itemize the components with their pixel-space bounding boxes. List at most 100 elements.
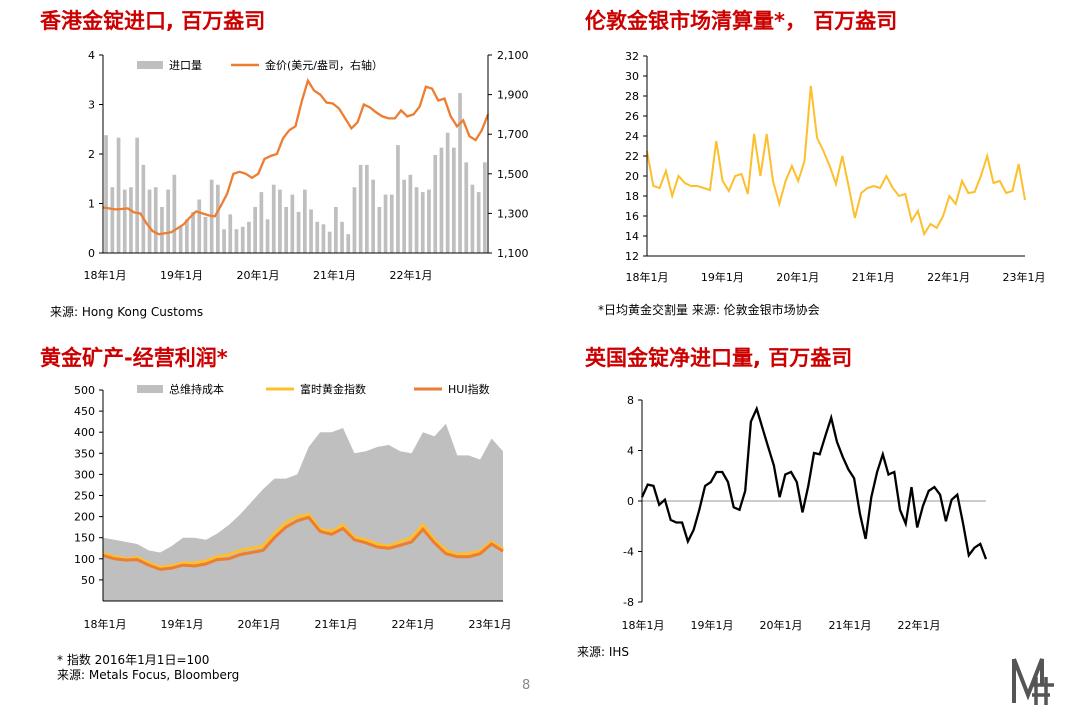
import-bar (427, 189, 431, 253)
legend-label-ftse: 富时黄金指数 (300, 382, 366, 396)
c3-tick-label: 350 (74, 447, 95, 460)
c4-x-tick-label: 18年1月 (622, 618, 665, 632)
legend-label-aisc: 总维持成本 (169, 382, 224, 396)
c1-left-tick-label: 3 (88, 99, 95, 112)
c3-tick-label: 450 (74, 405, 95, 418)
import-bar (445, 132, 450, 253)
c1-right-tick-label: 1,700 (497, 128, 529, 141)
chart3-source: 来源: Metals Focus, Bloomberg (57, 668, 240, 682)
ftse-gold-line (102, 512, 504, 569)
mf-logo-icon (1010, 655, 1060, 711)
import-bar (104, 135, 108, 253)
c1-right-tick-label: 1,100 (497, 247, 529, 260)
gold-price-line (102, 77, 490, 236)
c2-tick-label: 32 (625, 50, 639, 63)
import-bar (464, 162, 469, 253)
legend-swatch-aisc (137, 385, 163, 393)
chart3-title: 黄金矿产-经营利润* (40, 346, 228, 370)
import-bar (240, 226, 245, 253)
import-bar (135, 137, 139, 253)
import-bar (265, 219, 270, 253)
c1-x-tick-label: 19年1月 (160, 268, 203, 282)
import-bar (228, 214, 233, 253)
c2-tick-label: 14 (625, 230, 639, 243)
aisc-area (103, 423, 503, 601)
c4-tick-label: 0 (627, 495, 634, 508)
import-bar (309, 209, 313, 253)
c2-tick-label: 24 (625, 130, 639, 143)
import-bar (247, 221, 251, 253)
import-bar (303, 189, 307, 253)
import-bar (222, 229, 226, 253)
import-bar (290, 194, 295, 253)
c2-x-tick-label: 18年1月 (626, 270, 669, 284)
import-bar (172, 174, 177, 253)
c3-tick-label: 400 (74, 426, 95, 439)
import-bar (296, 211, 301, 253)
chart2-source: *日均黄金交割量 来源: 伦敦金银市场协会 (598, 303, 820, 317)
c2-x-tick-label: 20年1月 (776, 270, 819, 284)
chart4-title: 英国金锭净进口量, 百万盎司 (585, 346, 853, 370)
hui-index-line (102, 515, 504, 571)
import-bar (197, 199, 202, 253)
c2-tick-label: 18 (625, 190, 639, 203)
c3-tick-label: 100 (74, 553, 95, 566)
c3-x-tick-label: 21年1月 (315, 617, 358, 631)
c4-tick-label: 4 (627, 445, 634, 458)
c1-x-tick-label: 22年1月 (390, 268, 433, 282)
import-bar (433, 155, 438, 253)
import-bar (191, 211, 195, 253)
chart2-title: 伦敦金银市场清算量*， 百万盎司 (585, 9, 898, 33)
import-bar (253, 207, 257, 253)
legend-label-bars: 进口量 (169, 59, 202, 72)
c2-tick-label: 30 (625, 70, 639, 83)
c1-left-tick-label: 1 (88, 198, 95, 211)
c2-tick-label: 16 (625, 210, 639, 223)
import-bar (402, 179, 406, 253)
import-bar (365, 164, 369, 253)
c4-tick-label: -8 (623, 596, 634, 609)
import-bar (216, 184, 220, 253)
c1-right-tick-label: 1,500 (497, 168, 529, 181)
c1-left-tick-label: 4 (88, 49, 95, 62)
import-bar (476, 192, 481, 253)
import-bar (377, 207, 382, 253)
c4-x-tick-label: 19年1月 (691, 618, 734, 632)
c1-right-tick-label: 1,300 (497, 207, 529, 220)
c1-x-tick-label: 18年1月 (84, 268, 127, 282)
import-bar (259, 192, 264, 253)
c1-left-tick-label: 2 (88, 148, 95, 161)
legend-label-hui: HUI指数 (448, 382, 490, 396)
c1-right-tick-label: 1,900 (497, 89, 529, 102)
import-bar (141, 164, 146, 253)
c1-right-tick-label: 2,100 (497, 49, 529, 62)
legend-swatch-bars (137, 61, 163, 69)
uk-net-import-line (640, 405, 988, 560)
import-bar (122, 189, 127, 253)
c1-left-tick-label: 0 (88, 247, 95, 260)
c3-tick-label: 300 (74, 468, 95, 481)
import-bar (327, 231, 332, 253)
c1-x-tick-label: 20年1月 (237, 268, 280, 282)
import-bar (271, 184, 276, 253)
import-bar (278, 189, 282, 253)
c2-tick-label: 26 (625, 110, 639, 123)
c4-tick-label: 8 (627, 394, 634, 407)
import-bar (389, 194, 394, 253)
import-bar (352, 187, 357, 253)
chart1-source: 来源: Hong Kong Customs (50, 305, 204, 319)
page-number: 8 (522, 678, 531, 693)
c3-tick-label: 200 (74, 511, 95, 524)
import-bar (346, 234, 351, 253)
c3-tick-label: 250 (74, 490, 95, 503)
clearing-volume-line (646, 85, 1026, 237)
import-bar (166, 189, 170, 253)
import-bar (153, 187, 158, 253)
import-bar (129, 187, 133, 253)
import-bar (315, 221, 320, 253)
import-bar (470, 184, 475, 253)
chart1-title: 香港金锭进口, 百万盎司 (40, 9, 266, 33)
